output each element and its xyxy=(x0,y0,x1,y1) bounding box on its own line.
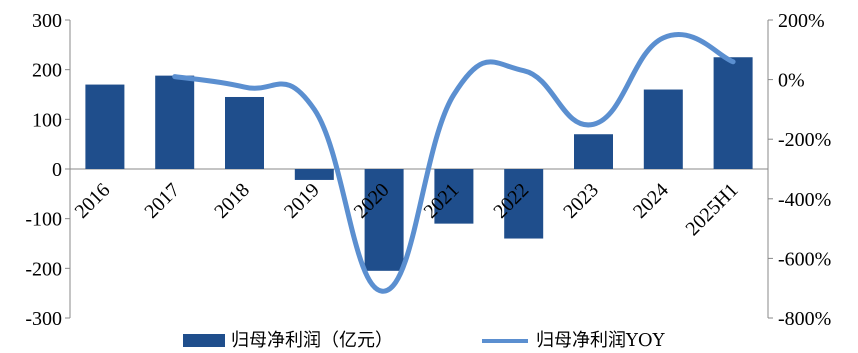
bar-2017 xyxy=(155,75,195,169)
category-label-2017: 2017 xyxy=(140,179,184,223)
left-tick-label: -300 xyxy=(25,308,62,330)
bar-2021 xyxy=(434,169,474,224)
left-tick-label: 300 xyxy=(32,10,62,32)
right-tick-label: -600% xyxy=(778,248,831,270)
bar-2016 xyxy=(85,84,125,169)
legend-bar-label: 归母净利润（亿元） xyxy=(231,330,393,351)
right-tick-label: -200% xyxy=(778,129,831,151)
bar-2022 xyxy=(504,169,544,239)
bar-2023 xyxy=(574,134,613,169)
left-tick-label: -200 xyxy=(25,258,62,280)
left-tick-label: -100 xyxy=(25,209,62,231)
legend-line-label: 归母净利润YOY xyxy=(536,330,666,351)
category-label-2019: 2019 xyxy=(280,179,324,223)
right-axis-ticks: 200% 0% -200% -400% -600% -800% xyxy=(768,10,831,330)
yoy-line xyxy=(172,32,736,294)
right-tick-label: 0% xyxy=(778,70,805,92)
bar-series xyxy=(85,57,753,271)
legend: 归母净利润（亿元） 归母净利润YOY xyxy=(183,330,666,351)
right-tick-label: -400% xyxy=(778,189,831,211)
bar-2020 xyxy=(364,169,404,271)
left-tick-label: 200 xyxy=(32,60,62,82)
bar-2024 xyxy=(643,89,683,169)
left-tick-label: 0 xyxy=(52,159,62,181)
legend-bar-swatch xyxy=(183,334,225,347)
category-label-2023: 2023 xyxy=(559,179,603,223)
category-labels: 2016 2017 2018 2019 2020 2021 2022 2023 2024 2025… xyxy=(71,179,743,240)
category-label-2018: 2018 xyxy=(210,179,254,223)
right-tick-label: 200% xyxy=(778,10,825,32)
bar-2025H1 xyxy=(713,57,753,169)
bar-2018 xyxy=(225,96,264,169)
category-label-2025H1: 2025H1 xyxy=(682,179,743,240)
category-label-2016: 2016 xyxy=(71,179,115,223)
bar-2019 xyxy=(294,169,334,180)
left-tick-label: 100 xyxy=(32,109,62,131)
right-tick-label: -800% xyxy=(778,308,831,330)
category-label-2024: 2024 xyxy=(629,179,673,223)
yoy-line-series xyxy=(172,32,736,294)
left-axis-ticks: 300 200 100 0 -100 -200 -300 xyxy=(25,10,70,330)
